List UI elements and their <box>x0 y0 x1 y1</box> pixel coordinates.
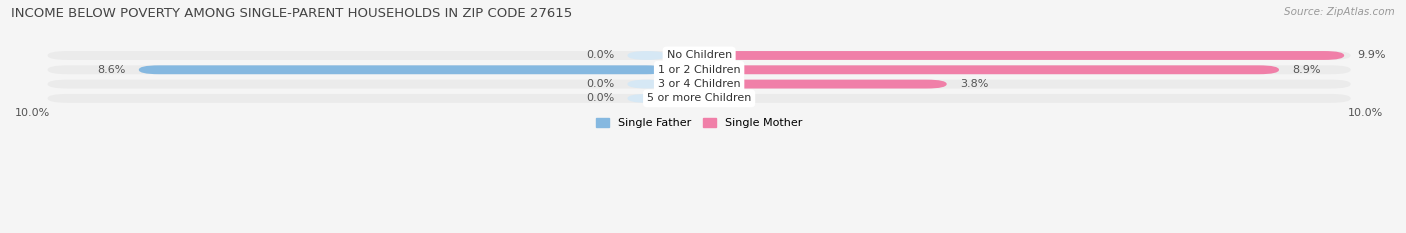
Text: 1 or 2 Children: 1 or 2 Children <box>658 65 741 75</box>
Text: 3.8%: 3.8% <box>960 79 988 89</box>
Text: 0.0%: 0.0% <box>586 93 614 103</box>
FancyBboxPatch shape <box>627 80 666 89</box>
Text: Source: ZipAtlas.com: Source: ZipAtlas.com <box>1284 7 1395 17</box>
Text: 10.0%: 10.0% <box>15 108 51 118</box>
Text: 9.9%: 9.9% <box>1357 51 1386 61</box>
Legend: Single Father, Single Mother: Single Father, Single Mother <box>592 114 807 133</box>
Text: No Children: No Children <box>666 51 731 61</box>
FancyBboxPatch shape <box>48 51 1351 60</box>
FancyBboxPatch shape <box>139 65 666 74</box>
FancyBboxPatch shape <box>627 51 666 60</box>
Text: 8.6%: 8.6% <box>97 65 125 75</box>
Text: 0.0%: 0.0% <box>586 79 614 89</box>
FancyBboxPatch shape <box>627 94 666 103</box>
FancyBboxPatch shape <box>666 51 1344 60</box>
FancyBboxPatch shape <box>666 65 1279 74</box>
Text: 0.0%: 0.0% <box>718 93 747 103</box>
Text: 5 or more Children: 5 or more Children <box>647 93 751 103</box>
Text: 3 or 4 Children: 3 or 4 Children <box>658 79 741 89</box>
FancyBboxPatch shape <box>48 65 1351 74</box>
FancyBboxPatch shape <box>48 80 1351 89</box>
Text: 0.0%: 0.0% <box>586 51 614 61</box>
Text: 8.9%: 8.9% <box>1292 65 1320 75</box>
FancyBboxPatch shape <box>666 80 946 89</box>
Text: 10.0%: 10.0% <box>1348 108 1384 118</box>
Text: INCOME BELOW POVERTY AMONG SINGLE-PARENT HOUSEHOLDS IN ZIP CODE 27615: INCOME BELOW POVERTY AMONG SINGLE-PARENT… <box>11 7 572 20</box>
FancyBboxPatch shape <box>666 94 706 103</box>
FancyBboxPatch shape <box>48 94 1351 103</box>
